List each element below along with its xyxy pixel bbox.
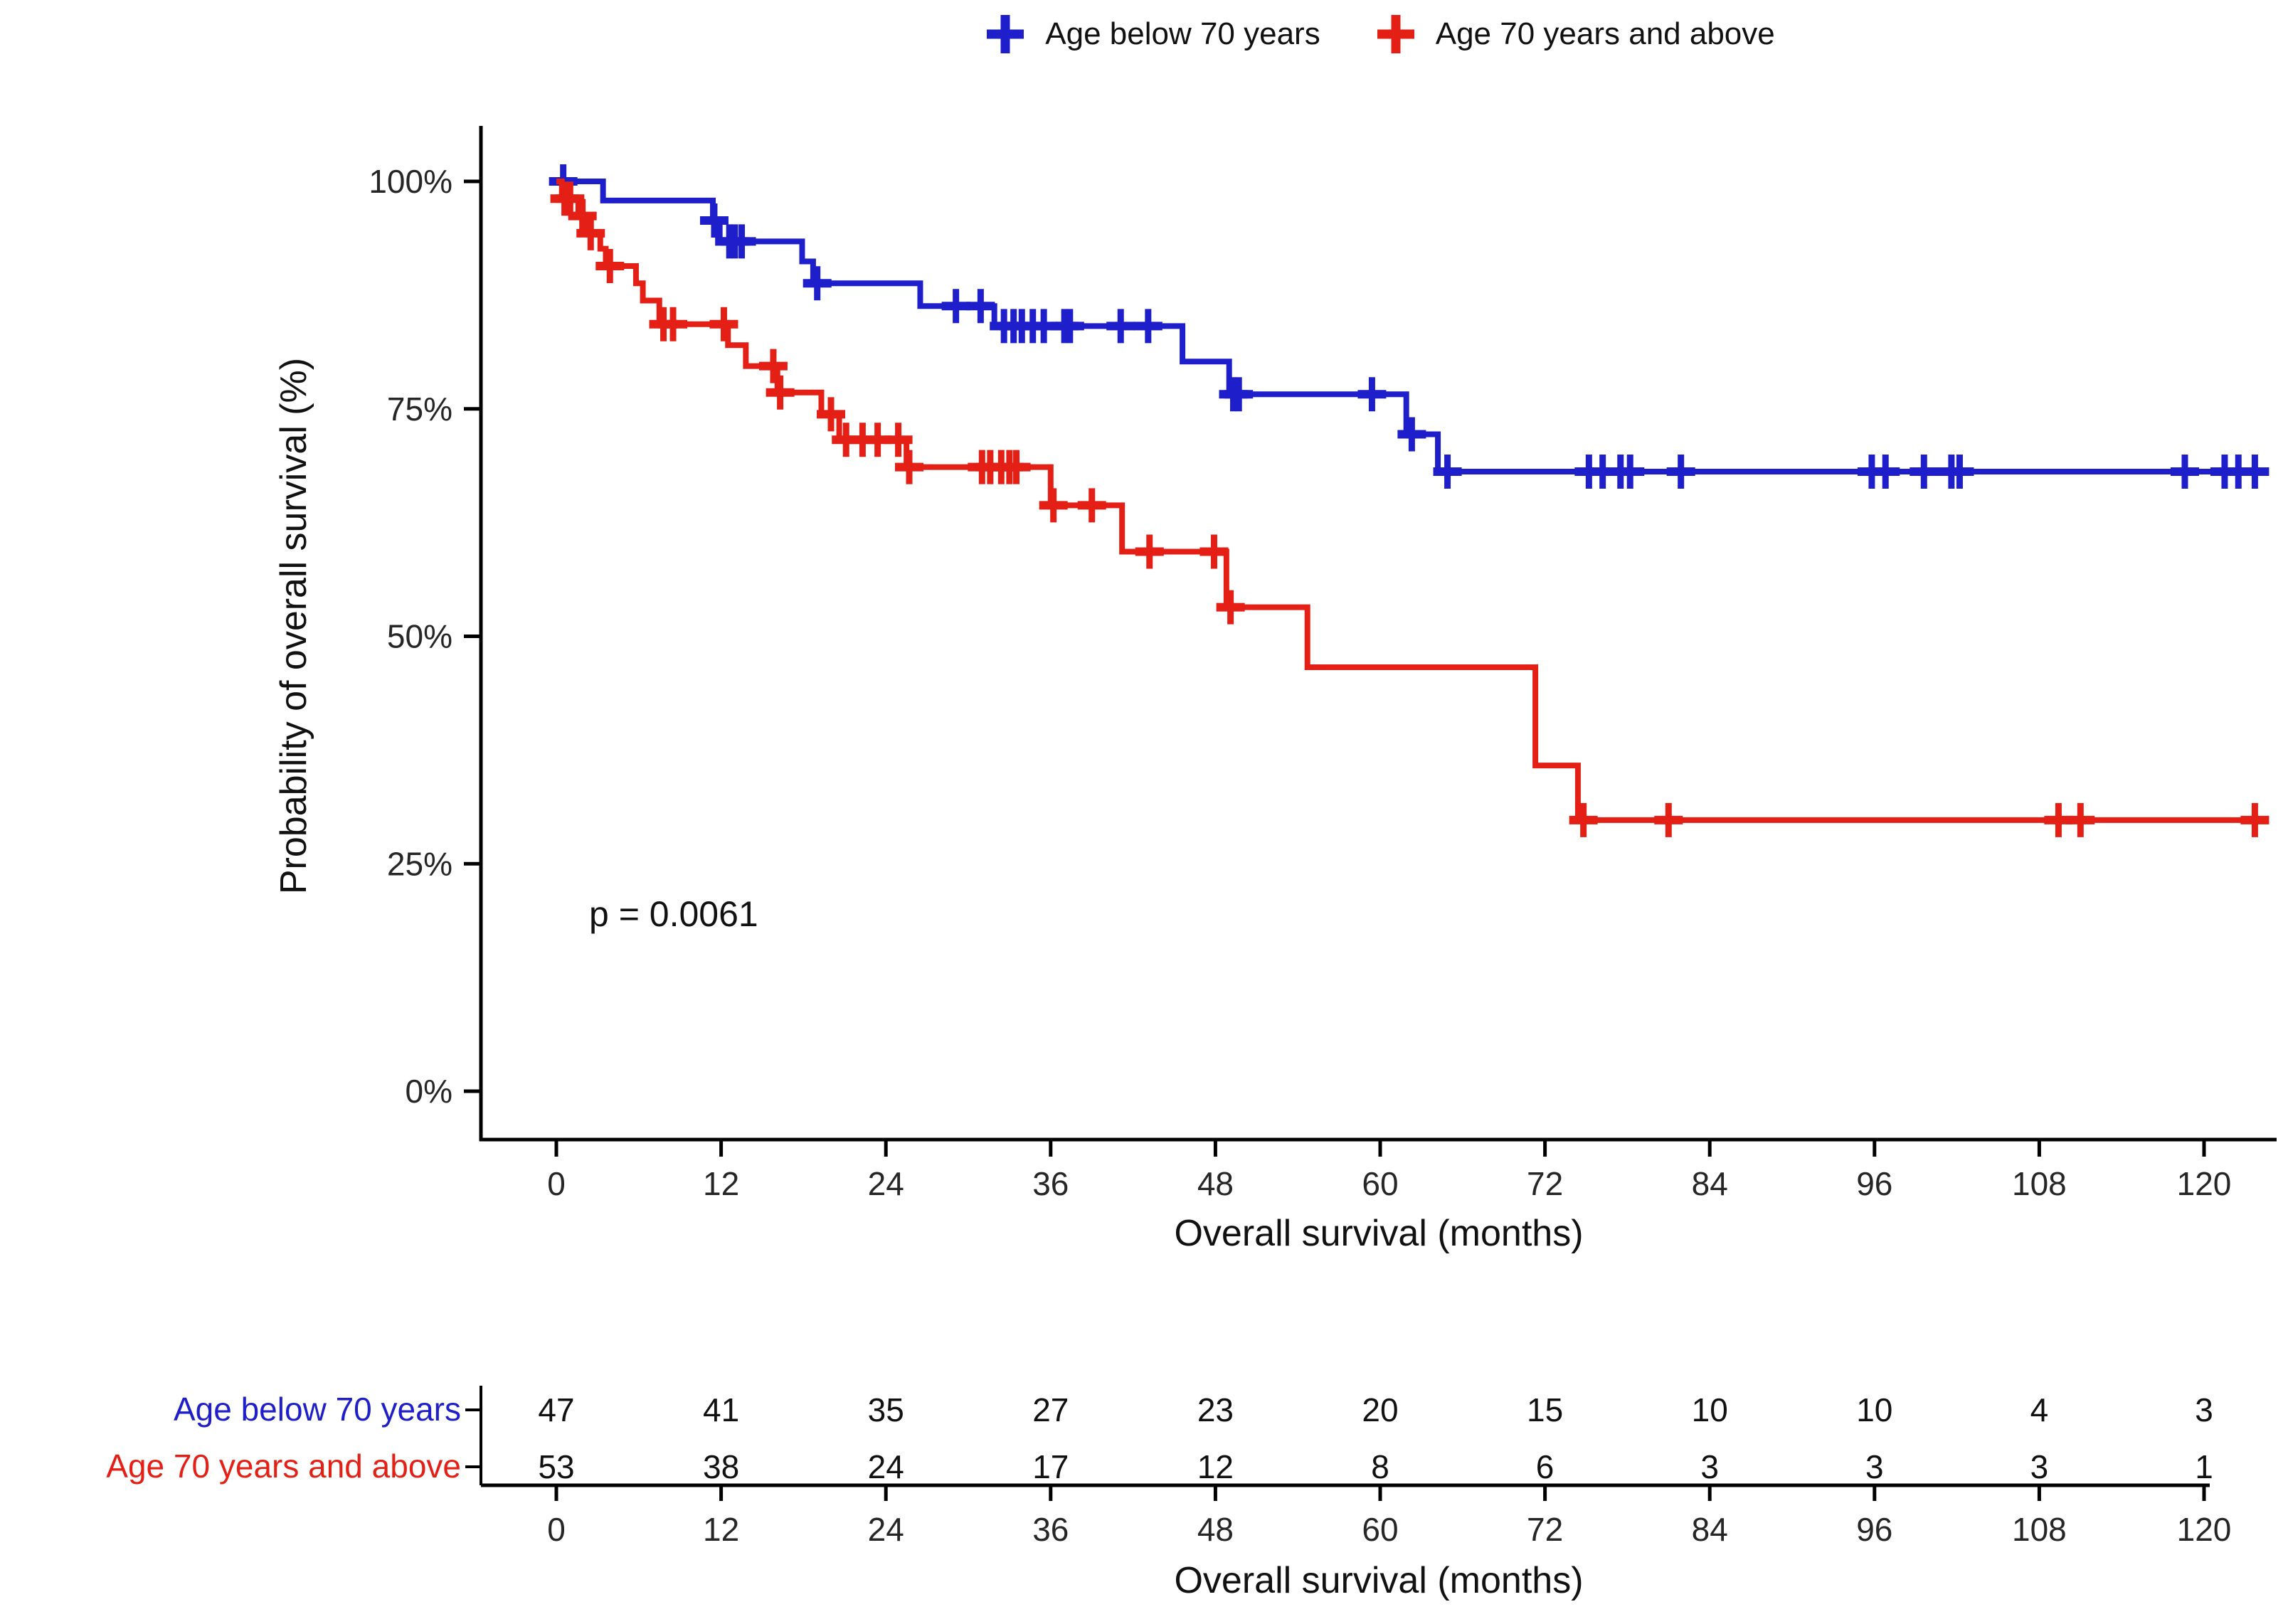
risk-count: 1 [2195,1448,2213,1485]
risk-count: 24 [868,1448,904,1485]
risk-count: 47 [538,1391,574,1428]
x-tick-label: 0 [547,1165,566,1202]
risk-count: 3 [1700,1448,1719,1485]
risk-table-label-age-70-above: Age 70 years and above [106,1448,461,1485]
y-axis-title: Probability of overall survival (%) [273,358,314,894]
risk-count: 53 [538,1448,574,1485]
legend-label-age-below-70: Age below 70 years [1045,16,1320,51]
p-value-annotation: p = 0.0061 [589,894,758,934]
risk-count: 17 [1032,1448,1069,1485]
risk-count: 15 [1527,1391,1563,1428]
risk-x-tick-label: 60 [1362,1511,1398,1548]
legend-item-age-below-70[interactable]: Age below 70 years [983,11,1320,57]
km-series-age-70-above [550,179,2270,837]
risk-table-row: 53 38 24 17 12 8 6 3 3 3 1 [538,1448,2213,1485]
risk-x-tick-label: 12 [703,1511,739,1548]
x-axis-title: Overall survival (months) [1174,1213,1584,1254]
legend: Age below 70 years Age 70 years and abov… [481,11,2277,57]
risk-count: 10 [1856,1391,1892,1428]
risk-count: 10 [1692,1391,1728,1428]
plot-axes: 0% 25% 50% 75% 100% 0 12 24 36 48 60 72 84 96 108 120 [369,126,2277,1202]
risk-count: 41 [703,1391,739,1428]
risk-x-tick-label: 36 [1032,1511,1069,1548]
risk-table-row: 47 41 35 27 23 20 15 10 10 4 3 [538,1391,2213,1428]
x-tick-label: 84 [1692,1165,1728,1202]
risk-count: 38 [703,1448,739,1485]
risk-count: 12 [1197,1448,1234,1485]
x-tick-label: 96 [1856,1165,1892,1202]
risk-count: 4 [2030,1391,2049,1428]
risk-x-tick-label: 84 [1692,1511,1728,1548]
risk-count: 3 [2030,1448,2049,1485]
y-tick-label: 100% [369,163,452,200]
legend-item-age-70-above[interactable]: Age 70 years and above [1373,11,1775,57]
x-tick-label: 120 [2177,1165,2232,1202]
x-tick-label: 108 [2012,1165,2067,1202]
x-tick-label: 12 [703,1165,739,1202]
legend-label-age-70-above: Age 70 years and above [1435,16,1775,51]
x-tick-label: 72 [1527,1165,1563,1202]
risk-count: 35 [868,1391,904,1428]
y-tick-label: 0% [406,1073,452,1110]
km-series-age-below-70 [549,164,2270,489]
y-tick-label: 75% [387,391,452,428]
x-tick-label: 60 [1362,1165,1398,1202]
risk-table-x-axis-title: Overall survival (months) [1174,1560,1584,1601]
risk-x-tick-label: 96 [1856,1511,1892,1548]
x-tick-label: 24 [868,1165,904,1202]
risk-count: 23 [1197,1391,1234,1428]
risk-count: 6 [1536,1448,1555,1485]
risk-x-tick-label: 0 [547,1511,566,1548]
risk-x-tick-label: 108 [2012,1511,2067,1548]
risk-x-tick-label: 72 [1527,1511,1563,1548]
risk-x-tick-label: 24 [868,1511,904,1548]
plus-marker-icon [987,15,1024,53]
risk-table: 47 41 35 27 23 20 15 10 10 4 353 38 24 17 12 8 6 3 3 3 10 12 2… [465,1386,2231,1548]
risk-count: 27 [1032,1391,1069,1428]
y-tick-label: 50% [387,618,452,655]
risk-count: 3 [2195,1391,2213,1428]
censor-marks [550,181,2270,837]
x-tick-label: 48 [1197,1165,1234,1202]
risk-count: 20 [1362,1391,1398,1428]
risk-x-tick-label: 48 [1197,1511,1234,1548]
x-tick-label: 36 [1032,1165,1069,1202]
censor-marks [549,164,2270,489]
risk-count: 8 [1371,1448,1389,1485]
risk-x-tick-label: 120 [2177,1511,2232,1548]
y-tick-label: 25% [387,845,452,882]
plus-marker-icon [1377,15,1414,53]
risk-table-label-age-below-70: Age below 70 years [173,1391,461,1428]
risk-count: 3 [1865,1448,1884,1485]
